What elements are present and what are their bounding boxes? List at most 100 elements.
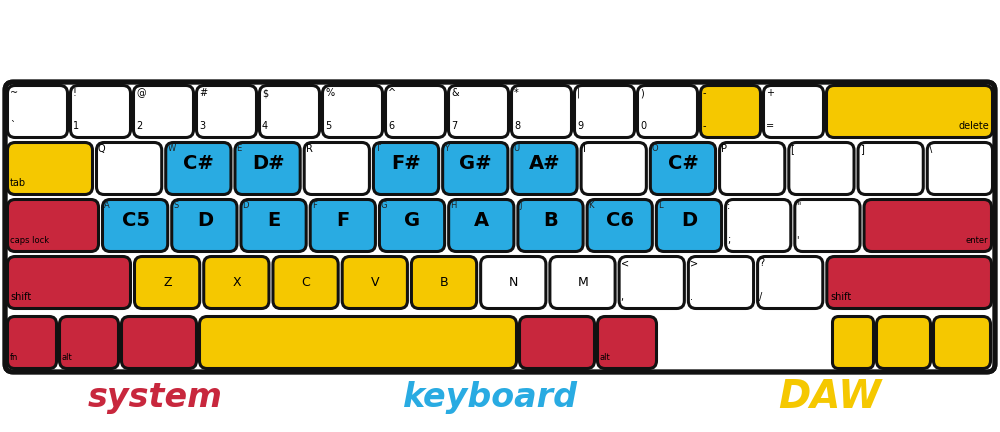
Text: :: : <box>727 201 730 211</box>
FancyBboxPatch shape <box>273 257 338 308</box>
FancyBboxPatch shape <box>166 143 231 194</box>
Text: U: U <box>513 144 520 153</box>
Text: F#: F# <box>392 154 421 173</box>
Text: V: V <box>371 276 380 289</box>
Text: C6: C6 <box>606 211 634 230</box>
Text: G: G <box>381 201 387 210</box>
Text: ': ' <box>796 235 799 245</box>
FancyBboxPatch shape <box>411 257 477 308</box>
FancyBboxPatch shape <box>70 86 130 137</box>
Text: 1: 1 <box>73 121 79 131</box>
Text: L: L <box>658 201 662 210</box>
FancyBboxPatch shape <box>196 86 256 137</box>
Text: shift: shift <box>830 292 852 302</box>
Text: enter: enter <box>965 236 988 245</box>
Text: $: $ <box>262 88 268 98</box>
FancyBboxPatch shape <box>304 143 369 194</box>
FancyBboxPatch shape <box>581 143 646 194</box>
Text: -: - <box>703 88 706 98</box>
Text: T: T <box>375 144 380 153</box>
FancyBboxPatch shape <box>512 143 577 194</box>
Text: +: + <box>766 88 774 98</box>
Text: 4: 4 <box>262 121 268 131</box>
Text: .: . <box>690 292 693 302</box>
FancyBboxPatch shape <box>876 317 930 368</box>
Text: 8: 8 <box>514 121 520 131</box>
Text: ^: ^ <box>388 88 396 98</box>
Text: %: % <box>325 88 334 98</box>
FancyBboxPatch shape <box>512 86 572 137</box>
Text: DAW: DAW <box>778 378 882 416</box>
Text: Q: Q <box>98 144 106 154</box>
FancyBboxPatch shape <box>720 143 785 194</box>
FancyBboxPatch shape <box>241 200 306 251</box>
Text: G: G <box>404 211 421 230</box>
Text: F: F <box>312 201 317 210</box>
Text: 6: 6 <box>388 121 394 131</box>
Text: X: X <box>233 276 241 289</box>
Text: delete: delete <box>958 121 989 131</box>
Text: >: > <box>690 258 698 268</box>
FancyBboxPatch shape <box>934 317 990 368</box>
FancyBboxPatch shape <box>795 200 860 251</box>
FancyBboxPatch shape <box>832 317 874 368</box>
FancyBboxPatch shape <box>379 200 445 251</box>
Text: A: A <box>474 211 489 230</box>
FancyBboxPatch shape <box>310 200 375 251</box>
Text: `: ` <box>10 121 15 131</box>
Text: P: P <box>721 144 727 154</box>
Text: fn: fn <box>10 353 18 362</box>
FancyBboxPatch shape <box>5 82 995 372</box>
FancyBboxPatch shape <box>122 317 196 368</box>
Text: C: C <box>302 276 310 289</box>
Text: caps lock: caps lock <box>10 236 49 245</box>
FancyBboxPatch shape <box>619 257 684 308</box>
Text: ~: ~ <box>10 88 18 98</box>
FancyBboxPatch shape <box>386 86 446 137</box>
Text: ": " <box>796 201 801 211</box>
Text: J: J <box>519 201 522 210</box>
Text: Z: Z <box>163 276 172 289</box>
Text: 0: 0 <box>640 121 646 131</box>
Text: /: / <box>759 292 762 302</box>
Text: -: - <box>703 121 706 131</box>
FancyBboxPatch shape <box>858 143 923 194</box>
Text: system: system <box>88 381 222 413</box>
Text: A: A <box>104 201 110 210</box>
Text: @: @ <box>136 88 146 98</box>
Text: ,: , <box>621 292 624 302</box>
Text: N: N <box>509 276 518 289</box>
FancyBboxPatch shape <box>520 317 594 368</box>
FancyBboxPatch shape <box>518 200 583 251</box>
FancyBboxPatch shape <box>638 86 698 137</box>
Text: R: R <box>306 144 313 154</box>
FancyBboxPatch shape <box>758 257 823 308</box>
Text: C#: C# <box>183 154 214 173</box>
FancyBboxPatch shape <box>8 317 56 368</box>
FancyBboxPatch shape <box>60 317 119 368</box>
Text: B: B <box>440 276 449 289</box>
FancyBboxPatch shape <box>827 257 992 308</box>
Text: E: E <box>267 211 281 230</box>
Text: !: ! <box>73 88 77 98</box>
FancyBboxPatch shape <box>688 257 754 308</box>
Text: ]: ] <box>860 144 863 154</box>
Text: ?: ? <box>759 258 764 268</box>
FancyBboxPatch shape <box>449 200 514 251</box>
FancyBboxPatch shape <box>322 86 382 137</box>
FancyBboxPatch shape <box>650 143 716 194</box>
FancyBboxPatch shape <box>96 143 162 194</box>
Text: \: \ <box>929 144 932 154</box>
Text: ;: ; <box>727 235 730 245</box>
Text: 5: 5 <box>325 121 331 131</box>
FancyBboxPatch shape <box>8 143 92 194</box>
FancyBboxPatch shape <box>443 143 508 194</box>
FancyBboxPatch shape <box>172 200 237 251</box>
Text: S: S <box>173 201 178 210</box>
Text: D: D <box>681 211 698 230</box>
Text: B: B <box>544 211 558 230</box>
FancyBboxPatch shape <box>260 86 320 137</box>
Text: 2: 2 <box>136 121 142 131</box>
FancyBboxPatch shape <box>927 143 992 194</box>
Text: #: # <box>199 88 207 98</box>
